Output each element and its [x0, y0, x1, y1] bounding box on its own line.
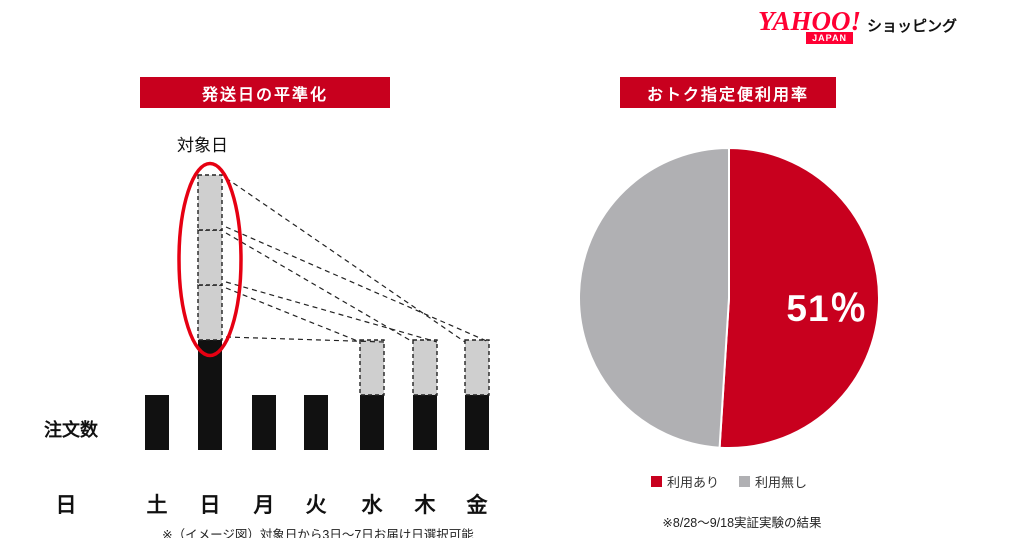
bar-solid: [413, 395, 437, 450]
x-axis-label: 火: [306, 494, 327, 517]
bar-chart-canvas: 日土日月火水木金: [56, 161, 490, 517]
pie-chart-canvas: [578, 146, 880, 449]
mapping-line: [225, 177, 466, 343]
pie-chart-caption: ※8/28～9/18実証実験の結果: [662, 516, 822, 530]
mapping-line: [225, 281, 438, 343]
yahoo-logo: YAHOO! JAPAN: [758, 8, 861, 44]
pie-chart-title: おトク指定便利用率: [620, 77, 836, 108]
x-axis-label: 金: [466, 493, 489, 517]
bar-dashed-segment: [464, 339, 490, 396]
x-axis-label: 日: [56, 494, 77, 517]
legend-item-used: 利用あり: [650, 472, 719, 491]
x-axis-label: 土: [147, 494, 168, 517]
yahoo-logo-text: YAHOO!: [758, 6, 862, 36]
x-axis-label: 水: [362, 494, 384, 517]
pie-percentage-label: 51％: [786, 288, 868, 329]
yahoo-japan-shopping-logo: YAHOO! JAPAN ショッピング: [758, 8, 957, 44]
bar-solid: [465, 395, 489, 450]
bar-solid: [252, 395, 276, 450]
x-axis-label: 木: [414, 494, 437, 517]
bar-dashed-segment: [197, 284, 223, 341]
mapping-line: [225, 287, 361, 343]
x-axis-label: 日: [200, 494, 221, 517]
target-day-label: 対象日: [177, 136, 228, 155]
y-axis-label: 注文数: [44, 420, 98, 440]
bar-dashed-segment: [197, 174, 223, 231]
bar-solid: [198, 340, 222, 450]
bar-dashed-segment: [197, 229, 223, 286]
bar-chart-title: 発送日の平準化: [140, 77, 390, 108]
legend-item-unused: 利用無し: [739, 472, 807, 491]
pie-slice: [718, 146, 880, 449]
bar-solid: [304, 395, 328, 450]
legend-swatch-used: [650, 476, 662, 487]
bar-dashed-segment: [412, 339, 438, 396]
mapping-line: [225, 226, 490, 343]
pie-slice: [578, 146, 730, 449]
pie-legend: 利用あり 利用無し: [577, 472, 881, 491]
bar-solid: [360, 395, 384, 450]
yahoo-japan-badge: JAPAN: [806, 32, 854, 44]
bar-solid: [145, 395, 169, 450]
bar-dashed-segment: [359, 339, 385, 396]
x-axis-label: 月: [253, 494, 275, 517]
legend-label-used: 利用あり: [666, 475, 719, 490]
legend-swatch-unused: [739, 476, 750, 487]
highlight-ellipse: [177, 161, 243, 358]
bar-chart-caption: ※（イメージ図）対象日から3日～7日お届け日選択可能: [162, 528, 474, 538]
mapping-line: [225, 232, 414, 343]
legend-label-unused: 利用無し: [755, 475, 808, 490]
yahoo-shopping-label: ショッピング: [867, 18, 958, 35]
